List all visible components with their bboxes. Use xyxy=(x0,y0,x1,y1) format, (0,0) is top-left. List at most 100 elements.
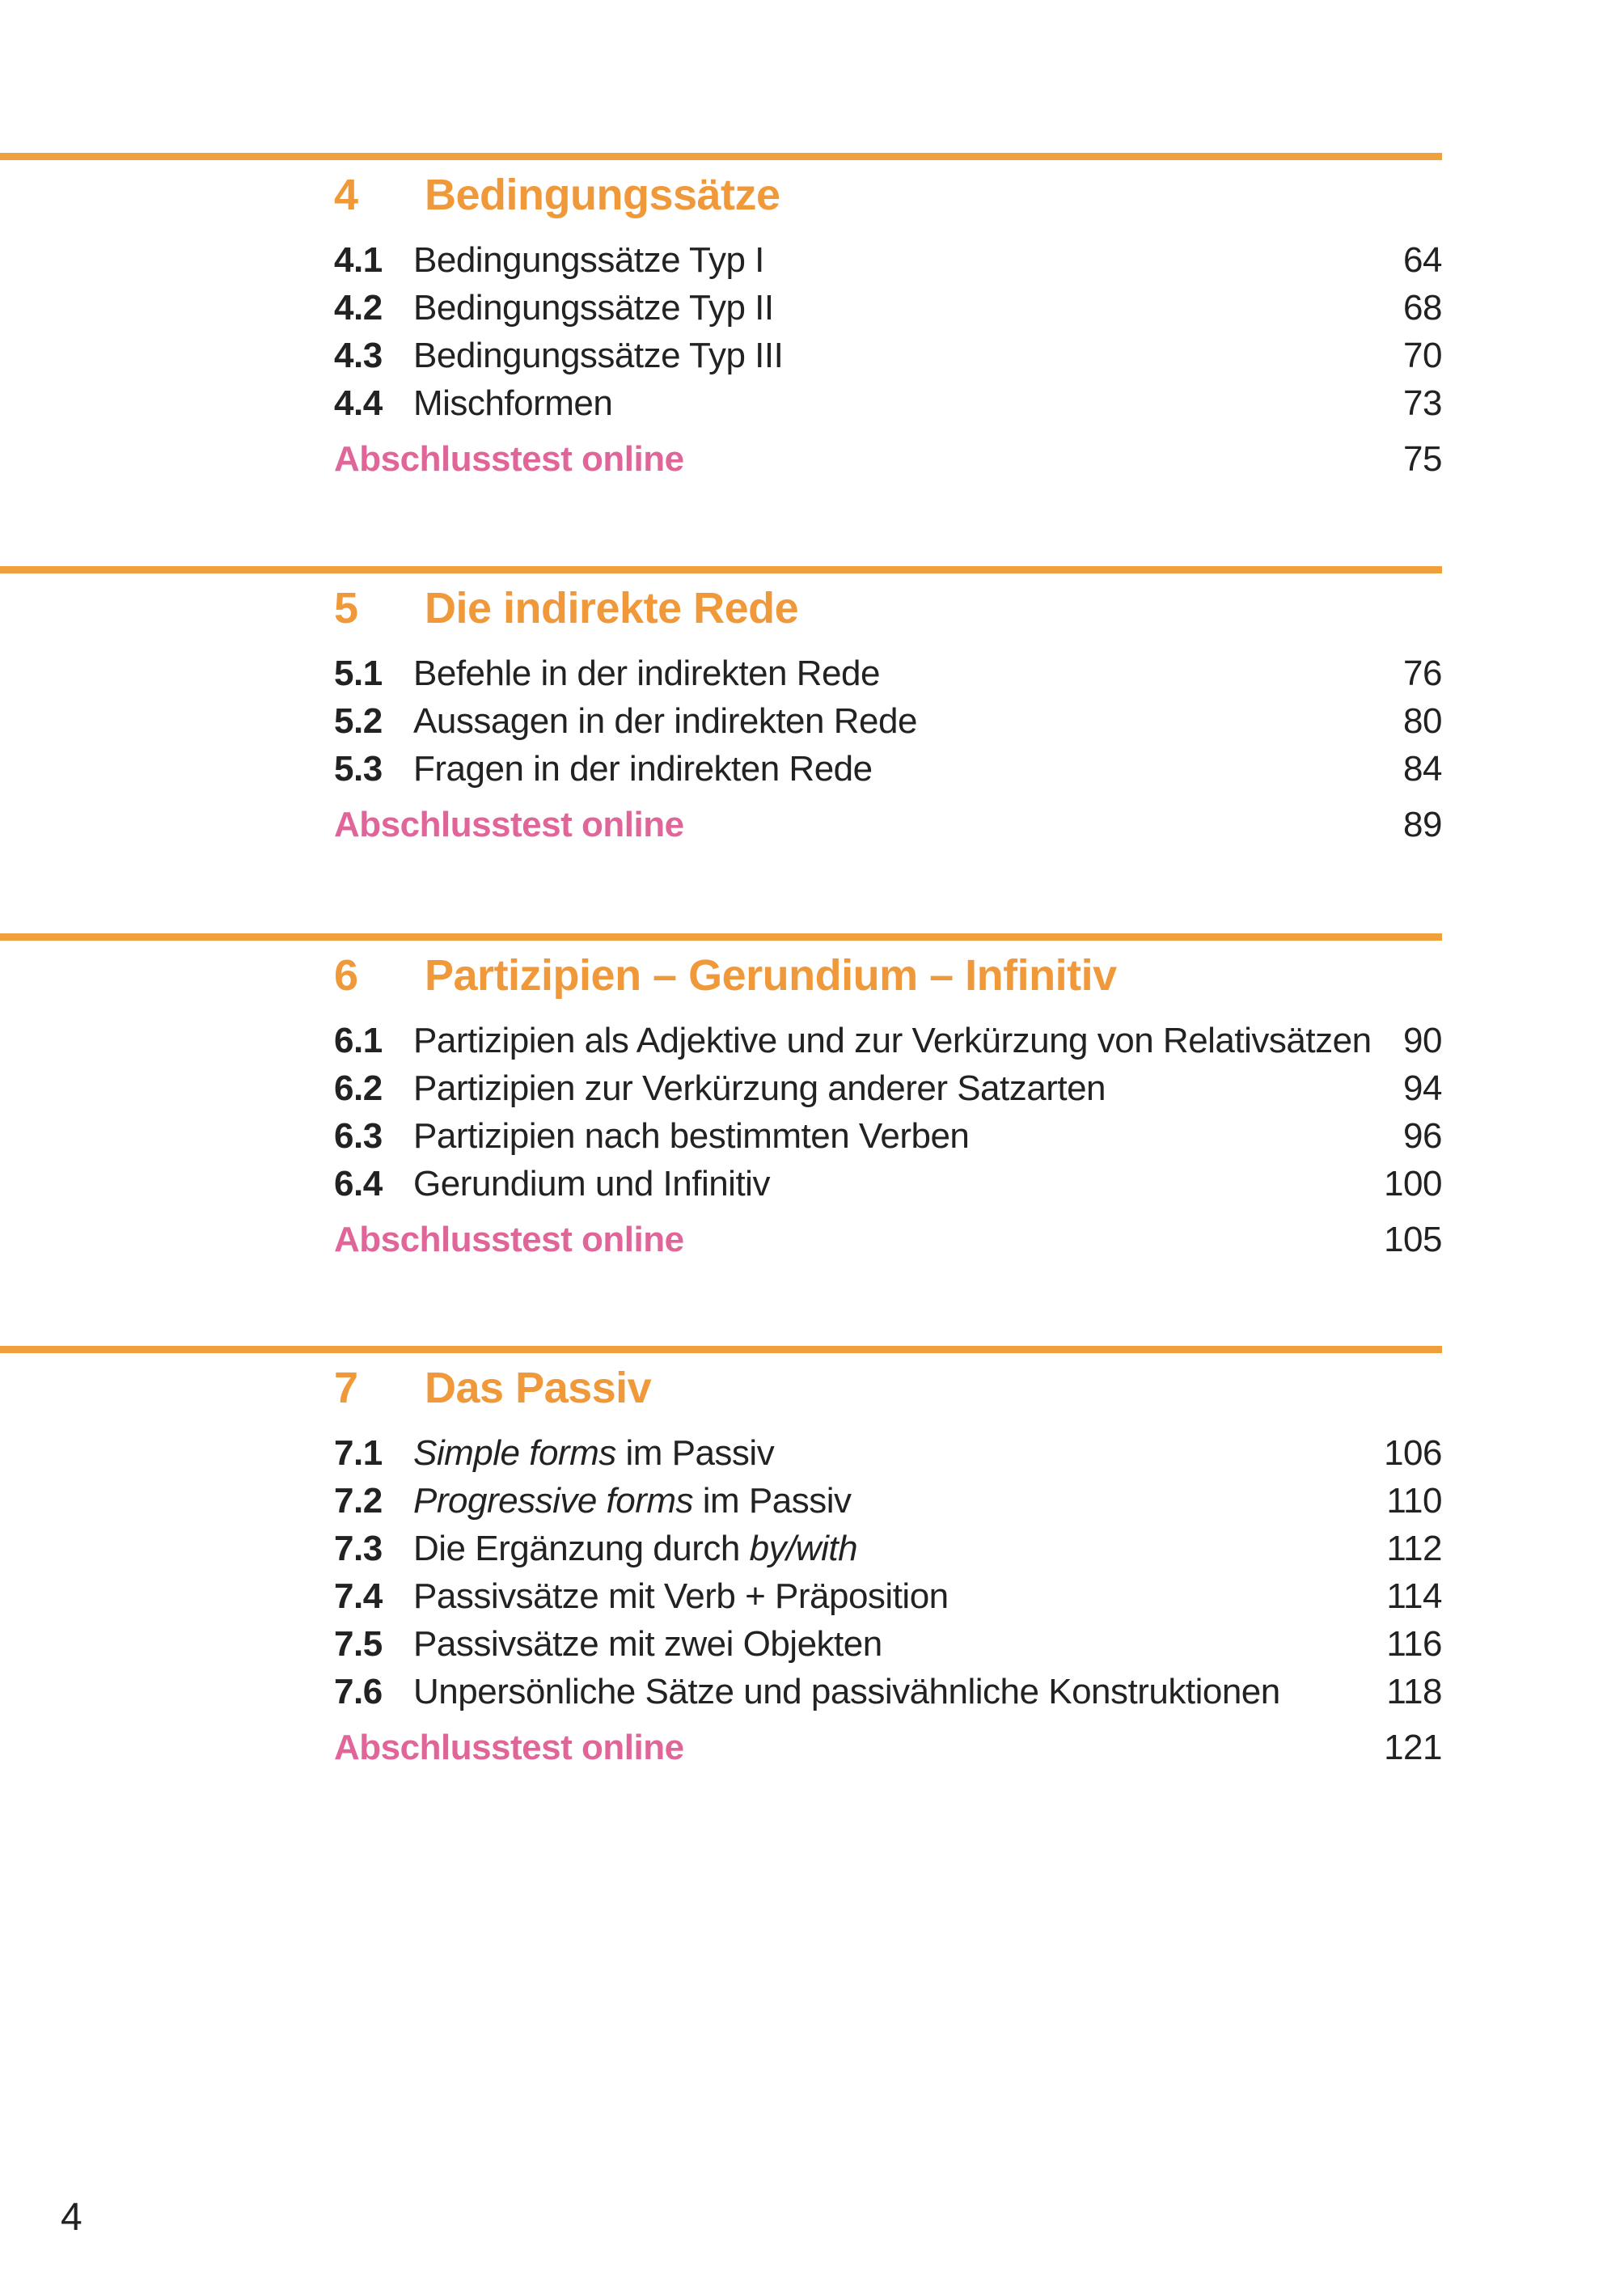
entry-label: Partizipien als Adjektive und zur Verkür… xyxy=(413,1020,1372,1060)
entry-label: Die Ergänzung durch by/with xyxy=(413,1529,1386,1569)
chapter-heading: 5 Die indirekte Rede xyxy=(0,583,1624,633)
toc-entry: 4.1 Bedingungssätze Typ I 64 xyxy=(334,236,1442,284)
toc-entry: 5.1 Befehle in der indirekten Rede 76 xyxy=(334,649,1442,697)
entry-label-rest: Die Ergänzung durch xyxy=(413,1528,750,1568)
entry-label: Partizipien nach bestimmten Verben xyxy=(413,1115,970,1156)
section-divider-rule xyxy=(0,1346,1442,1353)
entry-number: 4.1 xyxy=(334,239,383,280)
toc-entries: 5.1 Befehle in der indirekten Rede 76 5.… xyxy=(0,649,1624,793)
final-test-row: Abschlusstest online 105 xyxy=(334,1216,1442,1263)
entry-page: 100 xyxy=(1384,1163,1442,1204)
toc-entry: 7.3 Die Ergänzung durch by/with 112 xyxy=(334,1525,1442,1572)
toc-entry: 6.2 Partizipien zur Verkürzung anderer S… xyxy=(334,1064,1442,1112)
entry-label: Befehle in der indirekten Rede xyxy=(413,653,880,693)
entry-number: 4.2 xyxy=(334,287,383,328)
entry-number: 5.2 xyxy=(334,700,383,741)
entry-page: 96 xyxy=(1403,1115,1442,1156)
entry-page: 75 xyxy=(1403,438,1442,479)
entry-number: 7.4 xyxy=(334,1576,383,1616)
entry-page: 112 xyxy=(1386,1528,1442,1568)
entry-page: 80 xyxy=(1403,700,1442,741)
chapter-number: 4 xyxy=(334,171,358,219)
entry-label-italic: Progressive forms xyxy=(413,1480,694,1521)
chapter-number: 6 xyxy=(334,951,358,1000)
toc-entry: 6.3 Partizipien nach bestimmten Verben 9… xyxy=(334,1112,1442,1160)
entry-page: 68 xyxy=(1403,287,1442,328)
entry-page: 114 xyxy=(1386,1576,1442,1616)
chapter-4-block: 4 Bedingungssätze 4.1 Bedingungssätze Ty… xyxy=(0,153,1624,483)
toc-entry: 4.4 Mischformen 73 xyxy=(334,379,1442,427)
final-test-label: Abschlusstest online xyxy=(334,438,684,479)
final-test-row: Abschlusstest online 89 xyxy=(334,801,1442,848)
entry-number: 6.4 xyxy=(334,1163,383,1204)
entry-number: 4.4 xyxy=(334,383,383,423)
toc-entry: 6.4 Gerundium und Infinitiv 100 xyxy=(334,1160,1442,1208)
chapter-title: Partizipien – Gerundium – Infinitiv xyxy=(425,951,1117,1000)
toc-entries: 4.1 Bedingungssätze Typ I 64 4.2 Bedingu… xyxy=(0,236,1624,427)
entry-page: 70 xyxy=(1403,335,1442,375)
final-test-row: Abschlusstest online 75 xyxy=(334,435,1442,483)
chapter-title: Das Passiv xyxy=(425,1364,652,1412)
toc-entry: 5.2 Aussagen in der indirekten Rede 80 xyxy=(334,697,1442,745)
chapter-5-block: 5 Die indirekte Rede 5.1 Befehle in der … xyxy=(0,566,1624,848)
entry-label: Unpersönliche Sätze und passivähnliche K… xyxy=(413,1671,1280,1711)
entry-page: 64 xyxy=(1403,239,1442,280)
entry-label: Gerundium und Infinitiv xyxy=(413,1163,770,1204)
toc-entry: 7.2 Progressive forms im Passiv 110 xyxy=(334,1477,1442,1525)
entry-page: 116 xyxy=(1386,1623,1442,1664)
chapter-number: 7 xyxy=(334,1364,358,1412)
entry-page: 105 xyxy=(1384,1219,1442,1259)
entry-label: Partizipien zur Verkürzung anderer Satza… xyxy=(413,1068,1106,1108)
entry-page: 110 xyxy=(1386,1480,1442,1521)
chapter-title: Die indirekte Rede xyxy=(425,584,799,632)
entry-page: 121 xyxy=(1384,1727,1442,1767)
entry-label: Mischformen xyxy=(413,383,613,423)
entry-label-italic: Simple forms xyxy=(413,1432,616,1473)
toc-entry: 6.1 Partizipien als Adjektive und zur Ve… xyxy=(334,1017,1442,1064)
toc-entry: 7.4 Passivsätze mit Verb + Präposition 1… xyxy=(334,1572,1442,1620)
entry-number: 4.3 xyxy=(334,335,383,375)
final-test-label: Abschlusstest online xyxy=(334,1727,684,1767)
entry-page: 89 xyxy=(1403,804,1442,844)
entry-number: 7.2 xyxy=(334,1480,383,1521)
page-number: 4 xyxy=(61,2196,82,2239)
entry-label-rest: im Passiv xyxy=(693,1480,852,1521)
entry-number: 7.1 xyxy=(334,1432,383,1473)
chapter-title: Bedingungssätze xyxy=(425,171,780,219)
entry-page: 118 xyxy=(1386,1671,1442,1711)
chapter-heading: 6 Partizipien – Gerundium – Infinitiv xyxy=(0,950,1624,1001)
entry-label: Progressive forms im Passiv xyxy=(413,1481,1386,1521)
final-test-label: Abschlusstest online xyxy=(334,804,684,844)
chapter-heading: 4 Bedingungssätze xyxy=(0,170,1624,220)
entry-label: Simple forms im Passiv xyxy=(413,1433,1384,1474)
entry-number: 7.3 xyxy=(334,1528,383,1568)
chapter-number: 5 xyxy=(334,584,358,632)
entry-number: 5.1 xyxy=(334,653,383,693)
entry-number: 6.1 xyxy=(334,1020,383,1060)
chapter-heading: 7 Das Passiv xyxy=(0,1363,1624,1413)
entry-number: 7.5 xyxy=(334,1623,383,1664)
entry-number: 6.3 xyxy=(334,1115,383,1156)
entry-page: 84 xyxy=(1403,748,1442,789)
toc-entry: 7.6 Unpersönliche Sätze und passivähnlic… xyxy=(334,1668,1442,1716)
entry-label: Fragen in der indirekten Rede xyxy=(413,748,873,789)
entry-page: 76 xyxy=(1403,653,1442,693)
chapter-6-block: 6 Partizipien – Gerundium – Infinitiv 6.… xyxy=(0,933,1624,1263)
final-test-row: Abschlusstest online 121 xyxy=(334,1724,1442,1771)
toc-entry: 7.1 Simple forms im Passiv 106 xyxy=(334,1429,1442,1477)
entry-label: Bedingungssätze Typ III xyxy=(413,335,784,375)
entry-number: 6.2 xyxy=(334,1068,383,1108)
final-test-label: Abschlusstest online xyxy=(334,1219,684,1259)
toc-entries: 6.1 Partizipien als Adjektive und zur Ve… xyxy=(0,1017,1624,1208)
entry-label: Passivsätze mit zwei Objekten xyxy=(413,1623,882,1664)
section-divider-rule xyxy=(0,153,1442,160)
entry-label: Aussagen in der indirekten Rede xyxy=(413,700,917,741)
entry-page: 90 xyxy=(1403,1020,1442,1060)
entry-label-italic: by/with xyxy=(749,1528,858,1568)
entry-page: 94 xyxy=(1403,1068,1442,1108)
entry-page: 73 xyxy=(1403,383,1442,423)
entry-number: 7.6 xyxy=(334,1671,383,1711)
entry-label: Bedingungssätze Typ I xyxy=(413,239,764,280)
section-divider-rule xyxy=(0,566,1442,573)
entry-label: Bedingungssätze Typ II xyxy=(413,287,774,328)
